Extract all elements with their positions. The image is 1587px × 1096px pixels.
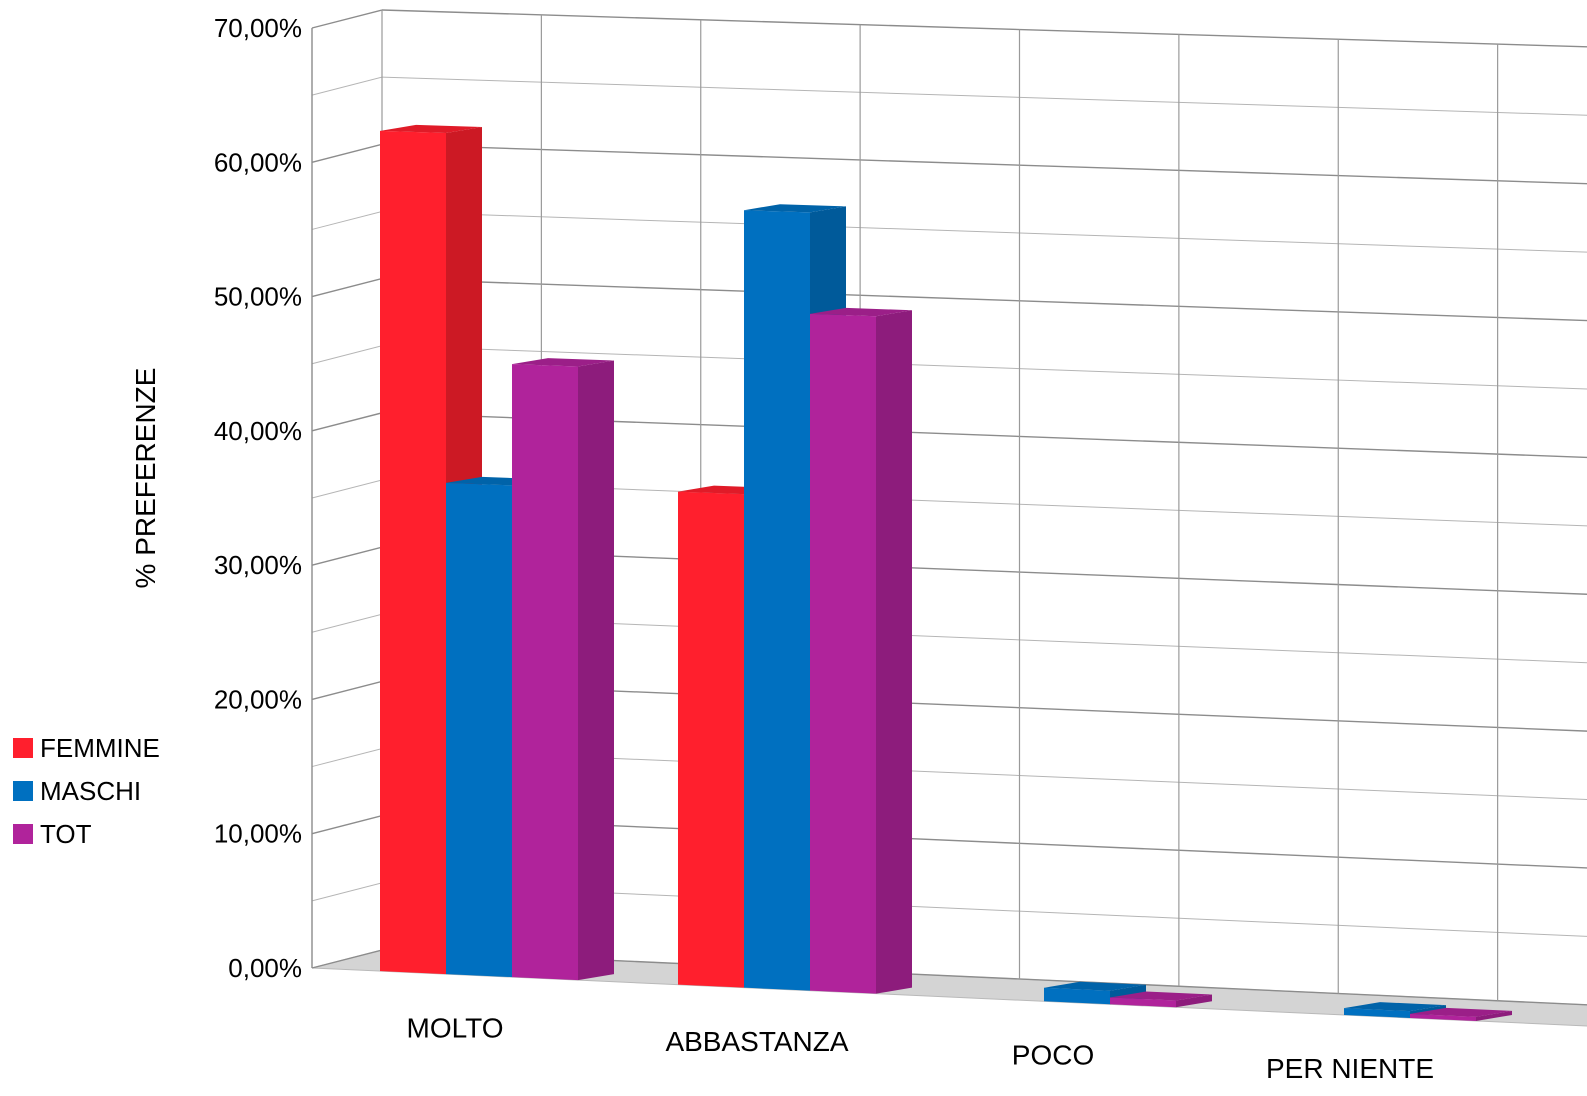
x-axis-category-labels: MOLTO ABBASTANZA POCO PER NIENTE	[407, 1013, 1435, 1085]
side-wall-gridline	[311, 76, 383, 96]
y-tick-label: 20,00%	[214, 684, 302, 714]
x-category-label: POCO	[1012, 1040, 1094, 1071]
legend-label: MASCHI	[40, 776, 141, 806]
back-wall-gridline	[381, 277, 1587, 322]
back-wall-gridline	[381, 76, 1587, 116]
bar-front-face	[380, 130, 446, 975]
bar-front-face	[446, 482, 512, 978]
bar-side-face	[578, 360, 614, 981]
bar-tot-abbastanza	[810, 307, 912, 994]
side-wall-gridline	[311, 949, 383, 969]
bar-top-face	[744, 204, 846, 213]
legend-swatch	[13, 781, 33, 801]
legend-swatch	[13, 824, 33, 844]
bar-front-face	[1110, 997, 1176, 1008]
side-wall-gridline	[311, 815, 383, 835]
bar-side-face	[1176, 994, 1212, 1008]
back-wall-gridline	[381, 210, 1587, 253]
y-tick-label: 60,00%	[214, 147, 302, 177]
back-wall-gridline	[381, 143, 1587, 185]
side-wall-gridline	[311, 412, 383, 432]
bars	[380, 124, 1512, 1021]
side-wall-gridline	[311, 143, 383, 163]
bar-top-face	[1044, 981, 1146, 991]
legend-item-tot: TOT	[13, 819, 92, 849]
bar-top-face	[1410, 1007, 1512, 1017]
bar-top-face	[1344, 1002, 1446, 1012]
y-tick-label: 0,00%	[228, 953, 302, 983]
back-wall-gridline	[381, 9, 1587, 48]
y-tick-label: 10,00%	[214, 819, 302, 849]
bar-front-face	[512, 364, 578, 981]
y-tick-label: 70,00%	[214, 13, 302, 43]
side-wall-gridline	[311, 210, 383, 230]
side-wall-gridline	[311, 680, 383, 701]
bar-top-face	[1110, 991, 1212, 1001]
x-category-label: ABBASTANZA	[665, 1026, 848, 1057]
bar-front-face	[1344, 1008, 1410, 1018]
bar-tot-poco	[1110, 991, 1212, 1008]
bar-front-face	[1410, 1013, 1476, 1021]
bar-front-face	[810, 313, 876, 994]
side-wall-gridline	[311, 479, 383, 499]
bar-side-face	[1476, 1010, 1512, 1021]
side-wall-gridline	[311, 613, 383, 633]
bar-front-face	[1044, 987, 1110, 1005]
side-wall-gridline	[311, 748, 383, 768]
legend: FEMMINE MASCHI TOT	[13, 733, 160, 849]
bar-tot-per-niente	[1410, 1007, 1512, 1021]
side-wall-gridline	[311, 277, 383, 298]
legend-label: FEMMINE	[40, 733, 160, 763]
bar-top-face	[380, 124, 482, 134]
bar-tot-molto	[512, 358, 614, 981]
y-tick-label: 30,00%	[214, 550, 302, 580]
side-wall-gridline	[311, 546, 383, 566]
x-category-label: MOLTO	[407, 1013, 504, 1044]
side-wall-gridline	[311, 345, 383, 365]
y-axis-tick-labels: 0,00% 10,00% 20,00% 30,00% 40,00% 50,00% 60,00…	[214, 13, 302, 983]
legend-label: TOT	[40, 819, 92, 849]
legend-swatch	[13, 738, 33, 758]
bar-front-face	[744, 210, 810, 991]
x-category-label: PER NIENTE	[1266, 1053, 1434, 1084]
y-axis-title: % PREFERENZE	[130, 368, 161, 589]
bar-top-face	[810, 307, 912, 317]
bar-maschi-per-niente	[1344, 1002, 1446, 1018]
y-tick-label: 50,00%	[214, 282, 302, 312]
bar-top-face	[512, 358, 614, 367]
legend-item-femmine: FEMMINE	[13, 733, 160, 763]
side-wall-gridline	[311, 882, 383, 902]
side-wall-gridline	[311, 9, 383, 29]
bar-front-face	[678, 491, 744, 988]
legend-item-maschi: MASCHI	[13, 776, 141, 806]
bar-side-face	[876, 310, 912, 994]
y-tick-label: 40,00%	[214, 416, 302, 446]
